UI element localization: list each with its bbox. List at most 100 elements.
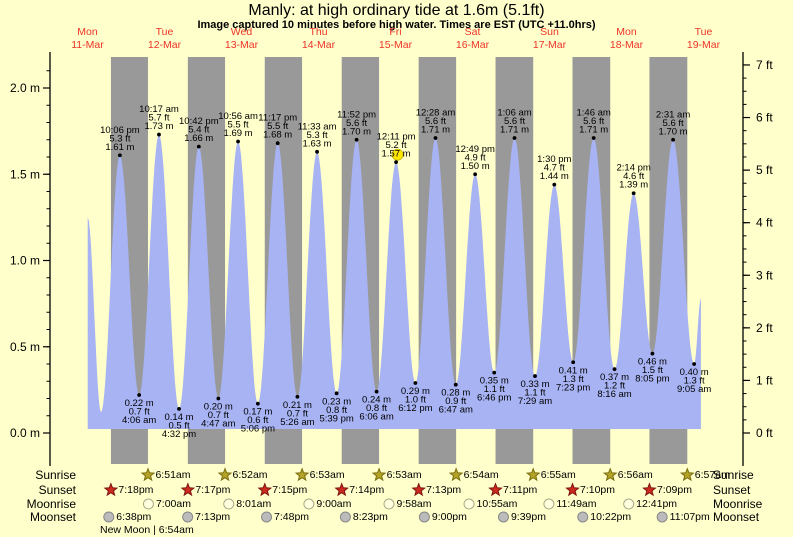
tide-time: 5:06 pm	[241, 424, 275, 435]
moonset-icon	[418, 511, 430, 523]
tide-height-ft: 1.5 ft	[642, 365, 663, 376]
tide-height-m: 1.68 m	[263, 130, 292, 141]
tide-height-m: 1.61 m	[105, 142, 134, 153]
row-label-moonset-left: Moonset	[30, 510, 77, 524]
day-date: 16-Mar	[456, 39, 490, 51]
tide-height-m: 0.22 m	[125, 398, 154, 409]
moonset-time: 7:48pm	[274, 511, 309, 523]
tide-height-m: 0.21 m	[283, 400, 312, 411]
y-axis-left-label: 1.5 m	[10, 167, 40, 181]
row-label-sunset-right: Sunset	[713, 483, 751, 497]
tide-height-ft: 0.7 ft	[208, 410, 229, 421]
tide-height-m: 1.71 m	[421, 125, 450, 136]
tide-extreme-dot	[275, 141, 280, 146]
day-name: Sat	[465, 26, 481, 38]
tide-height-m: 1.44 m	[540, 171, 569, 182]
moonrise-time: 9:00am	[316, 498, 351, 510]
moonset-time: 8:23pm	[353, 511, 388, 523]
tide-height-ft: 0.6 ft	[247, 415, 268, 426]
low-tide-annotation: 0.20 m0.7 ft4:47 am	[201, 396, 236, 430]
tide-height-ft: 5.6 ft	[425, 116, 446, 127]
tide-height-ft: 4.9 ft	[465, 152, 486, 163]
tide-extreme-dot	[671, 137, 675, 142]
high-tide-annotation: 10:42 pm5.4 ft1.66 m	[179, 116, 219, 149]
day-name: Wed	[231, 26, 253, 38]
tide-height-m: 0.24 m	[362, 395, 391, 406]
tide-height-m: 0.37 m	[600, 372, 629, 383]
tide-time: 6:47 am	[439, 405, 473, 416]
high-tide-annotation: 1:06 am5.6 ft1.71 m	[497, 108, 532, 140]
tide-height-ft: 5.5 ft	[228, 119, 249, 130]
sunset-time: 7:13pm	[426, 484, 461, 496]
tide-height-m: 0.14 m	[165, 412, 194, 423]
tide-height-ft: 0.5 ft	[168, 420, 189, 431]
y-axis-right-label: 0 ft	[756, 426, 773, 440]
moonrise-icon	[543, 498, 555, 510]
tide-time: 4:47 am	[201, 419, 235, 430]
tide-height-ft: 5.6 ft	[583, 116, 604, 127]
sunset-time: 7:18pm	[118, 484, 153, 496]
low-tide-annotation: 0.37 m1.2 ft8:16 am	[597, 367, 632, 400]
sunrise-icon	[602, 467, 618, 482]
low-tide-annotation: 0.33 m1.1 ft7:29 am	[518, 374, 552, 407]
tide-extreme-dot	[413, 381, 418, 385]
y-axis-right-label: 5 ft	[756, 163, 773, 177]
high-tide-annotation: 10:17 am5.7 ft1.73 m	[139, 104, 179, 137]
sunrise-time: 6:51am	[155, 469, 190, 481]
high-tide-annotation: 11:33 am5.3 ft1.63 m	[298, 121, 337, 154]
y-axis-left-label: 0.0 m	[10, 426, 40, 440]
sunrise-time: 6:52am	[233, 469, 268, 481]
moonset-time: 6:38pm	[116, 511, 151, 523]
high-tide-annotation: 2:31 am5.6 ft1.70 m	[656, 109, 690, 142]
low-tide-annotation: 0.23 m0.8 ft5:39 pm	[319, 391, 354, 424]
day-date: 18-Mar	[610, 39, 644, 51]
sunset-icon	[257, 482, 273, 497]
row-label-sunrise-left: Sunrise	[35, 468, 76, 482]
tide-time: 5:39 pm	[319, 413, 353, 424]
sunrise-icon	[371, 467, 387, 482]
moonrise-icon	[223, 498, 235, 510]
y-axis-right-label: 6 ft	[756, 111, 773, 125]
day-name: Sun	[540, 26, 559, 38]
tide-extreme-dot	[571, 360, 576, 365]
tide-time: 11:17 pm	[258, 113, 297, 124]
tide-time: 10:42 pm	[179, 116, 219, 127]
tide-time: 1:06 am	[497, 108, 531, 119]
day-name: Mon	[77, 26, 98, 38]
tide-extreme-dot	[295, 394, 300, 399]
moonset-time: 11:07pm	[670, 511, 710, 523]
moonset-time: 9:00pm	[432, 511, 467, 523]
day-date: 13-Mar	[225, 39, 259, 51]
tide-height-ft: 4.7 ft	[544, 163, 565, 174]
day-name: Thu	[309, 26, 327, 38]
tide-height-m: 0.23 m	[322, 396, 351, 407]
sunrise-icon	[140, 467, 156, 482]
tide-extreme-dot	[118, 153, 122, 158]
tide-height-ft: 5.4 ft	[188, 125, 209, 136]
tide-time: 2:31 am	[656, 109, 690, 120]
tide-height-ft: 0.8 ft	[366, 403, 387, 414]
moonset-icon	[103, 511, 115, 523]
sunset-icon	[488, 482, 503, 497]
tide-height-m: 0.28 m	[441, 388, 470, 399]
high-tide-annotation: 1:46 am5.6 ft1.71 m	[577, 108, 611, 140]
sunrise-icon	[679, 467, 695, 482]
tide-height-ft: 5.2 ft	[386, 140, 407, 151]
low-tide-annotation: 0.17 m0.6 ft5:06 pm	[241, 401, 275, 435]
moonset-icon	[339, 511, 351, 523]
moonset-icon	[497, 511, 509, 523]
sunrise-time: 6:53am	[310, 469, 345, 481]
high-tide-annotation: 10:06 pm5.3 ft1.61 m	[100, 125, 140, 158]
sunset-icon	[334, 482, 350, 497]
low-tide-annotation: 0.41 m1.3 ft7:23 pm	[556, 360, 590, 393]
low-tide-annotation: 0.21 m0.7 ft5:26 am	[280, 394, 315, 428]
tide-height-m: 1.69 m	[224, 128, 253, 139]
tide-time: 12:28 am	[416, 108, 456, 119]
sunset-time: 7:17pm	[195, 484, 230, 496]
